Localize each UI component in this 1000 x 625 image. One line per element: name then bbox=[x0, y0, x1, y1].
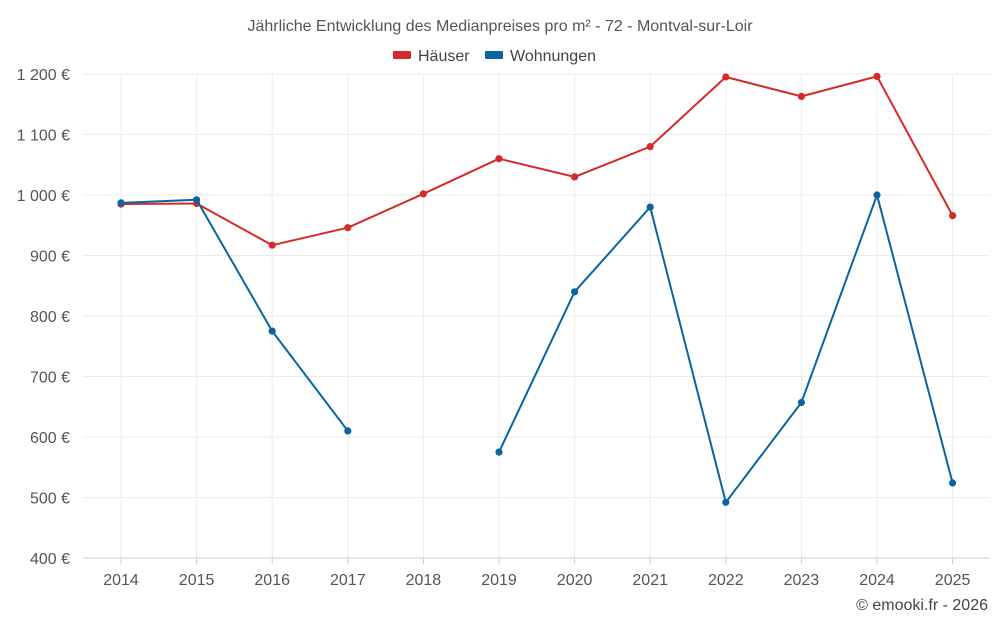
x-tick-label: 2021 bbox=[632, 572, 668, 589]
x-tick-label: 2016 bbox=[254, 572, 290, 589]
x-tick-label: 2023 bbox=[784, 572, 820, 589]
grid bbox=[83, 73, 990, 559]
data-point[interactable] bbox=[344, 427, 352, 435]
x-tick-label: 2022 bbox=[708, 572, 744, 589]
legend-swatch-hauser[interactable] bbox=[393, 51, 411, 59]
data-point[interactable] bbox=[722, 73, 730, 81]
y-tick-label: 1 200 € bbox=[17, 67, 70, 84]
data-point[interactable] bbox=[344, 224, 352, 232]
data-point[interactable] bbox=[117, 199, 125, 207]
y-tick-label: 500 € bbox=[30, 491, 70, 508]
x-tick-label: 2017 bbox=[330, 572, 366, 589]
series-line bbox=[120, 75, 954, 247]
y-tick-label: 900 € bbox=[30, 249, 70, 266]
y-tick-label: 600 € bbox=[30, 430, 70, 447]
y-tick-label: 1 000 € bbox=[17, 188, 70, 205]
data-point[interactable] bbox=[268, 241, 276, 249]
series bbox=[117, 72, 957, 506]
legend-swatch-wohnungen[interactable] bbox=[485, 51, 503, 59]
y-tick-label: 400 € bbox=[30, 551, 70, 568]
data-point[interactable] bbox=[571, 173, 579, 181]
data-point[interactable] bbox=[419, 190, 427, 198]
legend: Häuser Wohnungen bbox=[393, 48, 596, 65]
x-tick-label: 2025 bbox=[935, 572, 971, 589]
credit-text: © emooki.fr - 2026 bbox=[856, 597, 988, 614]
axes: 400 € 500 € 600 € 700 € 800 € 900 € 1 000 € 1 1… bbox=[17, 67, 990, 589]
data-point[interactable] bbox=[797, 92, 806, 100]
x-tick-label: 2019 bbox=[481, 572, 517, 589]
data-point[interactable] bbox=[949, 212, 957, 220]
y-tick-label: 700 € bbox=[30, 370, 70, 387]
x-tick-label: 2014 bbox=[103, 572, 139, 589]
x-tick-label: 2024 bbox=[859, 572, 895, 589]
x-tick-label: 2020 bbox=[557, 572, 593, 589]
data-point[interactable] bbox=[873, 72, 881, 80]
legend-label-wohnungen[interactable]: Wohnungen bbox=[510, 48, 596, 65]
data-point[interactable] bbox=[646, 203, 654, 211]
series-line bbox=[120, 198, 349, 432]
x-tick-label: 2015 bbox=[179, 572, 215, 589]
data-point[interactable] bbox=[495, 448, 503, 456]
data-point[interactable] bbox=[193, 196, 201, 204]
series-wohnungen bbox=[117, 191, 957, 506]
series-h-user bbox=[117, 72, 957, 249]
data-point[interactable] bbox=[797, 398, 806, 407]
y-tick-label: 800 € bbox=[30, 309, 70, 326]
y-tick-label: 1 100 € bbox=[17, 128, 70, 145]
data-point[interactable] bbox=[949, 479, 957, 487]
data-point[interactable] bbox=[571, 288, 579, 296]
data-point[interactable] bbox=[495, 155, 503, 163]
data-point[interactable] bbox=[873, 191, 881, 199]
data-point[interactable] bbox=[646, 143, 654, 151]
x-tick-label: 2018 bbox=[406, 572, 442, 589]
legend-label-hauser[interactable]: Häuser bbox=[418, 48, 470, 65]
chart-title: Jährliche Entwicklung des Medianpreises … bbox=[247, 18, 753, 35]
data-point[interactable] bbox=[268, 327, 276, 335]
data-point[interactable] bbox=[722, 498, 730, 506]
